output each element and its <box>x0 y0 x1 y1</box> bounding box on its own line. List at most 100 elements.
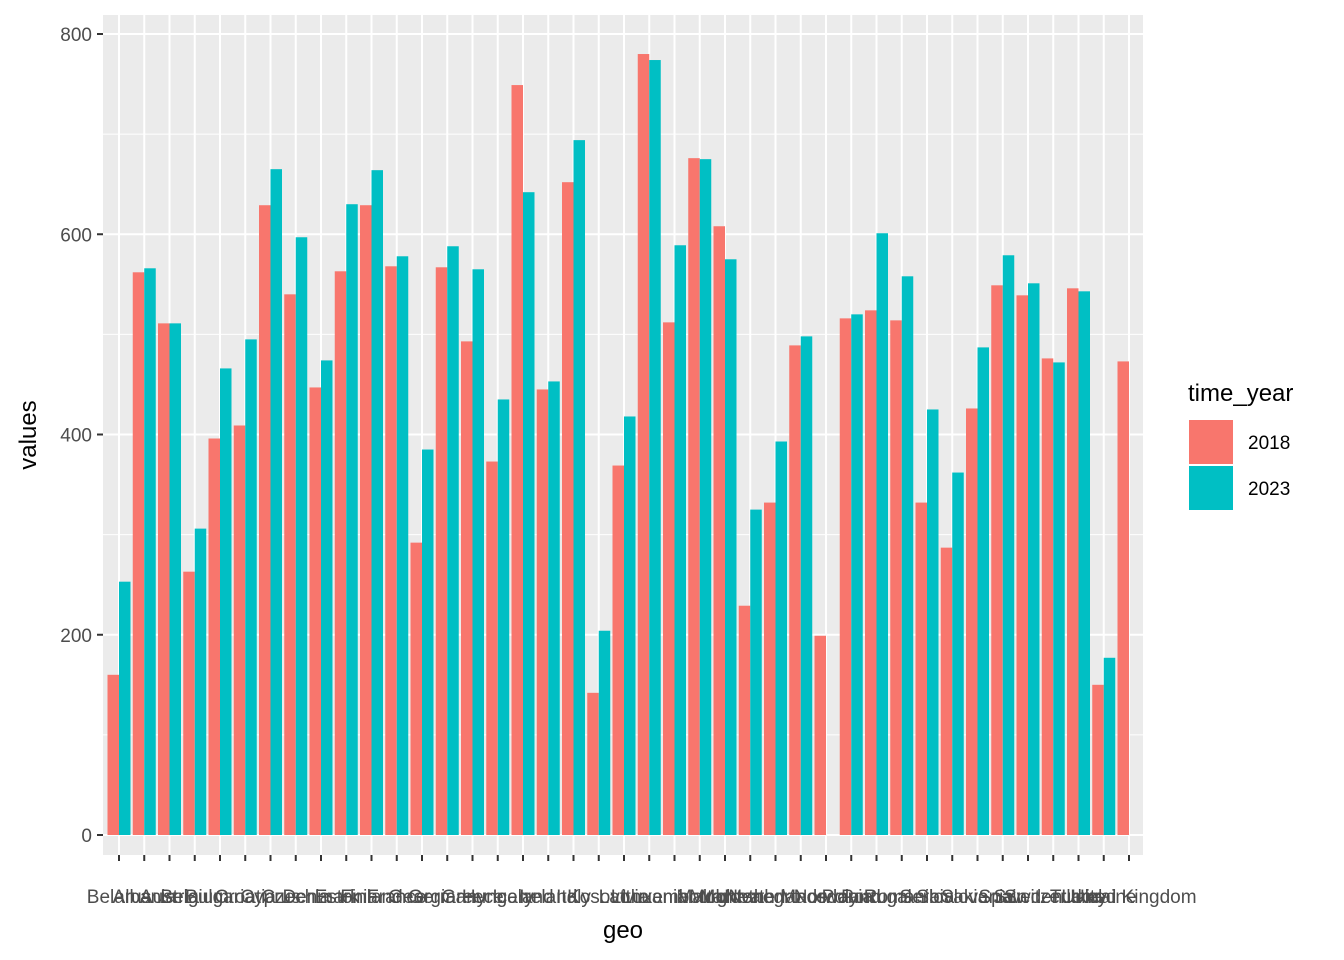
x-tick-label: Malta <box>677 887 724 908</box>
bar-2018-denmark <box>309 387 321 835</box>
bar-2018-serbia <box>915 502 927 835</box>
y-tick-label: 0 <box>81 826 92 847</box>
bar-2018-romania <box>890 320 902 835</box>
bar-2023-ukraine <box>1103 657 1116 835</box>
y-tick-label: 200 <box>60 626 92 647</box>
bar-2018-cyprus <box>259 205 271 835</box>
x-tick-label: France <box>367 887 426 908</box>
bar-2023-romania <box>901 276 914 835</box>
bar-2018-france <box>385 266 397 835</box>
bar-2023-austria <box>169 323 181 835</box>
y-tick-label: 800 <box>60 25 92 46</box>
bar-2023-hungary <box>497 399 510 835</box>
bar-2023-bulgaria <box>220 368 232 835</box>
x-tick-label: Slovakia <box>916 887 988 908</box>
bar-2018-albania <box>132 272 145 835</box>
bar-2023-ireland <box>548 381 560 835</box>
bar-2023-denmark <box>321 360 333 835</box>
bar-2018-luxembourg <box>663 322 675 835</box>
x-tick-label: Switzerland <box>1004 887 1102 908</box>
legend-title: time_year <box>1188 380 1293 407</box>
x-tick-label: Ireland <box>519 887 577 908</box>
bar-2023-turkey <box>1078 291 1090 835</box>
bar-2023-albania <box>144 268 156 836</box>
bar-2023-moldova <box>725 259 737 835</box>
x-tick-label: Bulgaria <box>185 887 255 908</box>
x-tick-label: North Macedonia <box>728 887 873 908</box>
bar-2018-ireland <box>536 389 549 835</box>
x-tick-label: Greece <box>441 887 503 908</box>
bar-2018-slovakia <box>940 547 953 835</box>
x-tick-label: Luxembourg <box>622 887 728 908</box>
bar-2023-cyprus <box>270 169 282 835</box>
x-tick-label: Georgia <box>388 887 456 908</box>
bar-2023-belarus <box>119 581 131 835</box>
bar-2018-germany <box>435 267 448 835</box>
bar-2018-switzerland <box>1041 358 1054 835</box>
legend-key-2018 <box>1189 420 1233 464</box>
y-tick-label: 400 <box>60 426 92 447</box>
legend-label-2023: 2023 <box>1248 479 1290 500</box>
bar-2018-north-macedonia <box>789 345 801 835</box>
bar-2018-netherlands <box>764 502 776 835</box>
bar-2018-spain <box>991 285 1003 836</box>
legend: time_year 2018 2023 <box>1188 380 1293 510</box>
bars <box>107 54 1129 836</box>
x-tick-label: Denmark <box>282 887 360 908</box>
bar-2018-moldova <box>713 226 725 836</box>
bar-2023-sweden <box>1028 283 1040 835</box>
bar-2018-kosovo <box>587 692 599 835</box>
x-tick-label: Albania <box>113 887 177 908</box>
x-tick-label: United Kingdom <box>1061 887 1196 908</box>
legend-key-2023 <box>1189 466 1233 510</box>
bar-2018-iceland <box>511 85 523 836</box>
bar-2018-turkey <box>1067 288 1079 835</box>
bar-2018-poland <box>839 318 852 836</box>
bar-2023-finland <box>371 170 383 836</box>
x-tick-label: Serbia <box>900 887 955 908</box>
bar-2023-italy <box>573 140 585 835</box>
x-tick-label: Turkey <box>1050 887 1108 908</box>
bar-2023-lithuania <box>649 60 661 836</box>
bar-2023-belgium <box>194 528 207 835</box>
bar-2023-latvia <box>624 416 636 835</box>
bar-2023-slovakia <box>952 472 964 835</box>
bar-2018-sweden <box>1016 295 1028 835</box>
bar-2018-ukraine <box>1092 684 1104 835</box>
bar-2018-georgia <box>410 542 422 835</box>
x-tick-label: Montenegro <box>700 887 801 908</box>
y-tick-label: 600 <box>60 225 92 246</box>
bar-2018-austria <box>158 323 170 835</box>
x-tick-label: Ukraine <box>1071 887 1136 908</box>
bar-2023-luxembourg <box>674 245 686 836</box>
bar-2018-belgium <box>183 571 195 835</box>
x-tick-label: Germany <box>408 887 487 908</box>
bar-2023-malta <box>699 159 712 835</box>
bar-2023-netherlands <box>775 441 787 835</box>
bar-2018-estonia <box>334 271 347 835</box>
x-tick-label: Spain <box>978 887 1027 908</box>
x-axis: BelarusAlbaniaAustriaBelgiumBulgariaCroa… <box>87 855 1197 908</box>
x-tick-label: Moldova <box>689 887 761 908</box>
bar-2018-finland <box>360 205 372 835</box>
x-axis-title: geo <box>603 917 643 944</box>
x-tick-label: Sweden <box>994 887 1063 908</box>
bar-2023-slovenia <box>977 347 989 835</box>
y-axis-title: values <box>15 400 42 469</box>
bar-2018-croatia <box>233 425 246 835</box>
bar-2018-italy <box>562 182 574 835</box>
x-tick-label: Italy <box>556 887 591 908</box>
bar-2023-spain <box>1002 255 1015 835</box>
bar-2023-north-macedonia <box>800 336 813 835</box>
x-tick-label: Romania <box>864 887 940 908</box>
bar-2023-kosovo <box>598 630 611 835</box>
bar-2023-serbia <box>927 409 939 835</box>
x-tick-label: Estonia <box>315 887 379 908</box>
bar-2023-portugal <box>876 233 888 835</box>
bar-2018-slovenia <box>966 408 978 835</box>
bar-2018-greece <box>461 341 473 835</box>
bar-2018-united-kingdom <box>1117 361 1129 835</box>
x-tick-label: Belarus <box>87 887 151 908</box>
x-tick-label: Hungary <box>462 887 534 908</box>
